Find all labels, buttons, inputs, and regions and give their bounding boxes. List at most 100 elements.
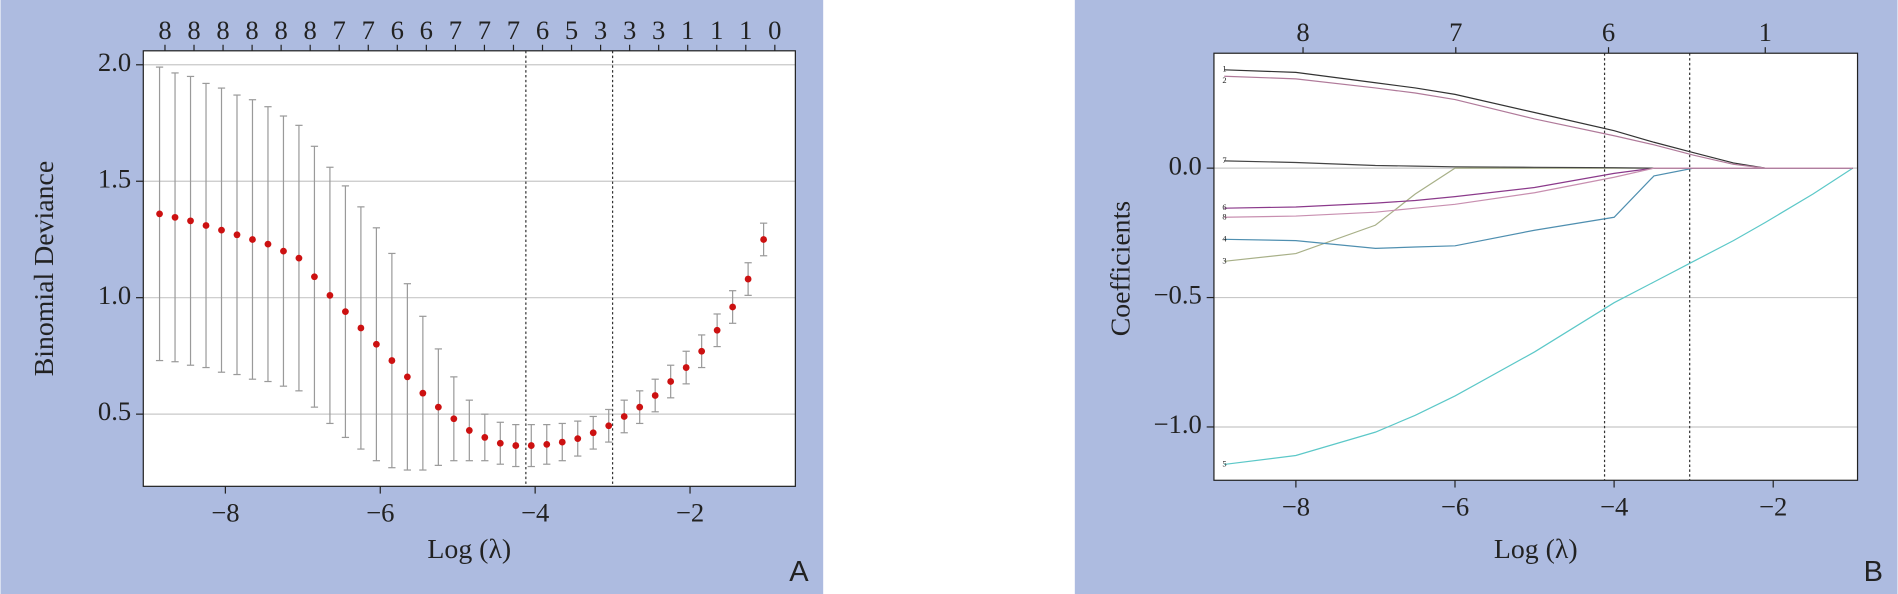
y-axis-label: Binomial Deviance <box>29 161 60 376</box>
point <box>481 434 489 441</box>
series-label: 6 <box>1222 202 1226 212</box>
top-label: 1 <box>710 15 723 45</box>
y-tick-label: 0.5 <box>98 396 131 426</box>
top-label: 7 <box>362 15 375 45</box>
point <box>357 324 365 332</box>
top-label: 8 <box>304 15 317 45</box>
top-label: 7 <box>507 15 520 45</box>
point <box>187 217 194 225</box>
top-label: 1 <box>681 15 694 45</box>
top-label: 3 <box>623 15 636 45</box>
series-label: 1 <box>1222 64 1226 74</box>
point <box>373 340 380 348</box>
series-label: 3 <box>1222 255 1226 265</box>
top-label: 0 <box>768 15 781 45</box>
point <box>589 429 597 437</box>
plot-frame <box>1213 52 1859 481</box>
x-tick-label: −2 <box>676 497 704 527</box>
x-tick-label: −6 <box>1441 491 1469 521</box>
point <box>574 435 582 442</box>
point <box>280 247 287 255</box>
series-label: 7 <box>1222 155 1226 165</box>
x-tick-label: −2 <box>1759 491 1787 521</box>
point <box>450 415 458 423</box>
point <box>311 273 318 281</box>
point <box>434 403 442 411</box>
top-label: 3 <box>594 15 607 45</box>
point <box>233 231 241 239</box>
point <box>171 213 179 221</box>
point <box>667 378 675 385</box>
point <box>388 357 396 364</box>
series-label: 5 <box>1222 458 1226 468</box>
x-tick-label: −8 <box>1282 491 1310 521</box>
point <box>264 240 272 248</box>
top-label: 8 <box>1296 17 1309 47</box>
point <box>512 442 520 449</box>
point <box>496 439 504 447</box>
x-tick-label: −8 <box>211 497 239 527</box>
top-label: 8 <box>158 15 171 45</box>
point <box>744 275 752 283</box>
series-line <box>1224 167 1854 466</box>
point <box>326 291 334 299</box>
series-label: 8 <box>1222 211 1226 221</box>
series-line <box>1224 167 1853 218</box>
point <box>403 373 411 381</box>
panel-label: A <box>789 556 809 588</box>
plot-area <box>1213 53 1858 481</box>
x-tick-label: −4 <box>1600 491 1628 521</box>
top-label: 8 <box>245 15 258 45</box>
point <box>558 438 566 446</box>
top-label: 7 <box>449 15 462 45</box>
point <box>202 222 210 229</box>
point <box>605 422 613 430</box>
x-tick-label: −4 <box>521 497 549 527</box>
top-label: 7 <box>333 15 346 45</box>
point <box>419 389 427 397</box>
point <box>698 347 706 355</box>
point <box>249 236 256 243</box>
point <box>218 226 225 234</box>
top-label: 7 <box>1449 17 1462 47</box>
y-axis-label: Coefficients <box>1106 201 1137 336</box>
point <box>729 303 737 311</box>
y-tick-label: −0.5 <box>1154 280 1202 310</box>
top-label: 1 <box>1759 17 1772 47</box>
point <box>651 392 659 399</box>
series-label: 4 <box>1222 233 1227 243</box>
top-label: 6 <box>536 15 549 45</box>
x-axis-label: Log (λ) <box>1494 534 1578 565</box>
top-label: 8 <box>274 15 287 45</box>
top-label: 7 <box>478 15 491 45</box>
top-label: 1 <box>739 15 752 45</box>
point <box>342 308 349 316</box>
y-tick-label: 0.0 <box>1169 150 1202 180</box>
point <box>636 403 644 411</box>
panel-label: B <box>1864 556 1883 588</box>
y-tick-label: −1.0 <box>1154 409 1202 439</box>
point <box>527 442 535 449</box>
x-tick-label: −6 <box>366 497 394 527</box>
top-label: 6 <box>391 15 404 45</box>
point <box>295 254 303 262</box>
point <box>465 427 473 434</box>
point <box>682 364 690 371</box>
y-tick-label: 1.0 <box>98 280 131 310</box>
top-label: 6 <box>420 15 433 45</box>
plot-frame <box>142 50 796 487</box>
point <box>543 441 551 448</box>
series-label: 2 <box>1222 75 1226 85</box>
top-label: 3 <box>652 15 665 45</box>
point <box>156 210 163 218</box>
top-label: 5 <box>565 15 578 45</box>
top-label: 6 <box>1602 17 1615 47</box>
y-tick-label: 1.5 <box>98 163 131 193</box>
point <box>620 413 628 420</box>
top-label: 8 <box>187 15 200 45</box>
x-axis-label: Log (λ) <box>427 534 511 565</box>
point <box>760 236 767 243</box>
point <box>713 326 721 334</box>
top-label: 8 <box>216 15 229 45</box>
